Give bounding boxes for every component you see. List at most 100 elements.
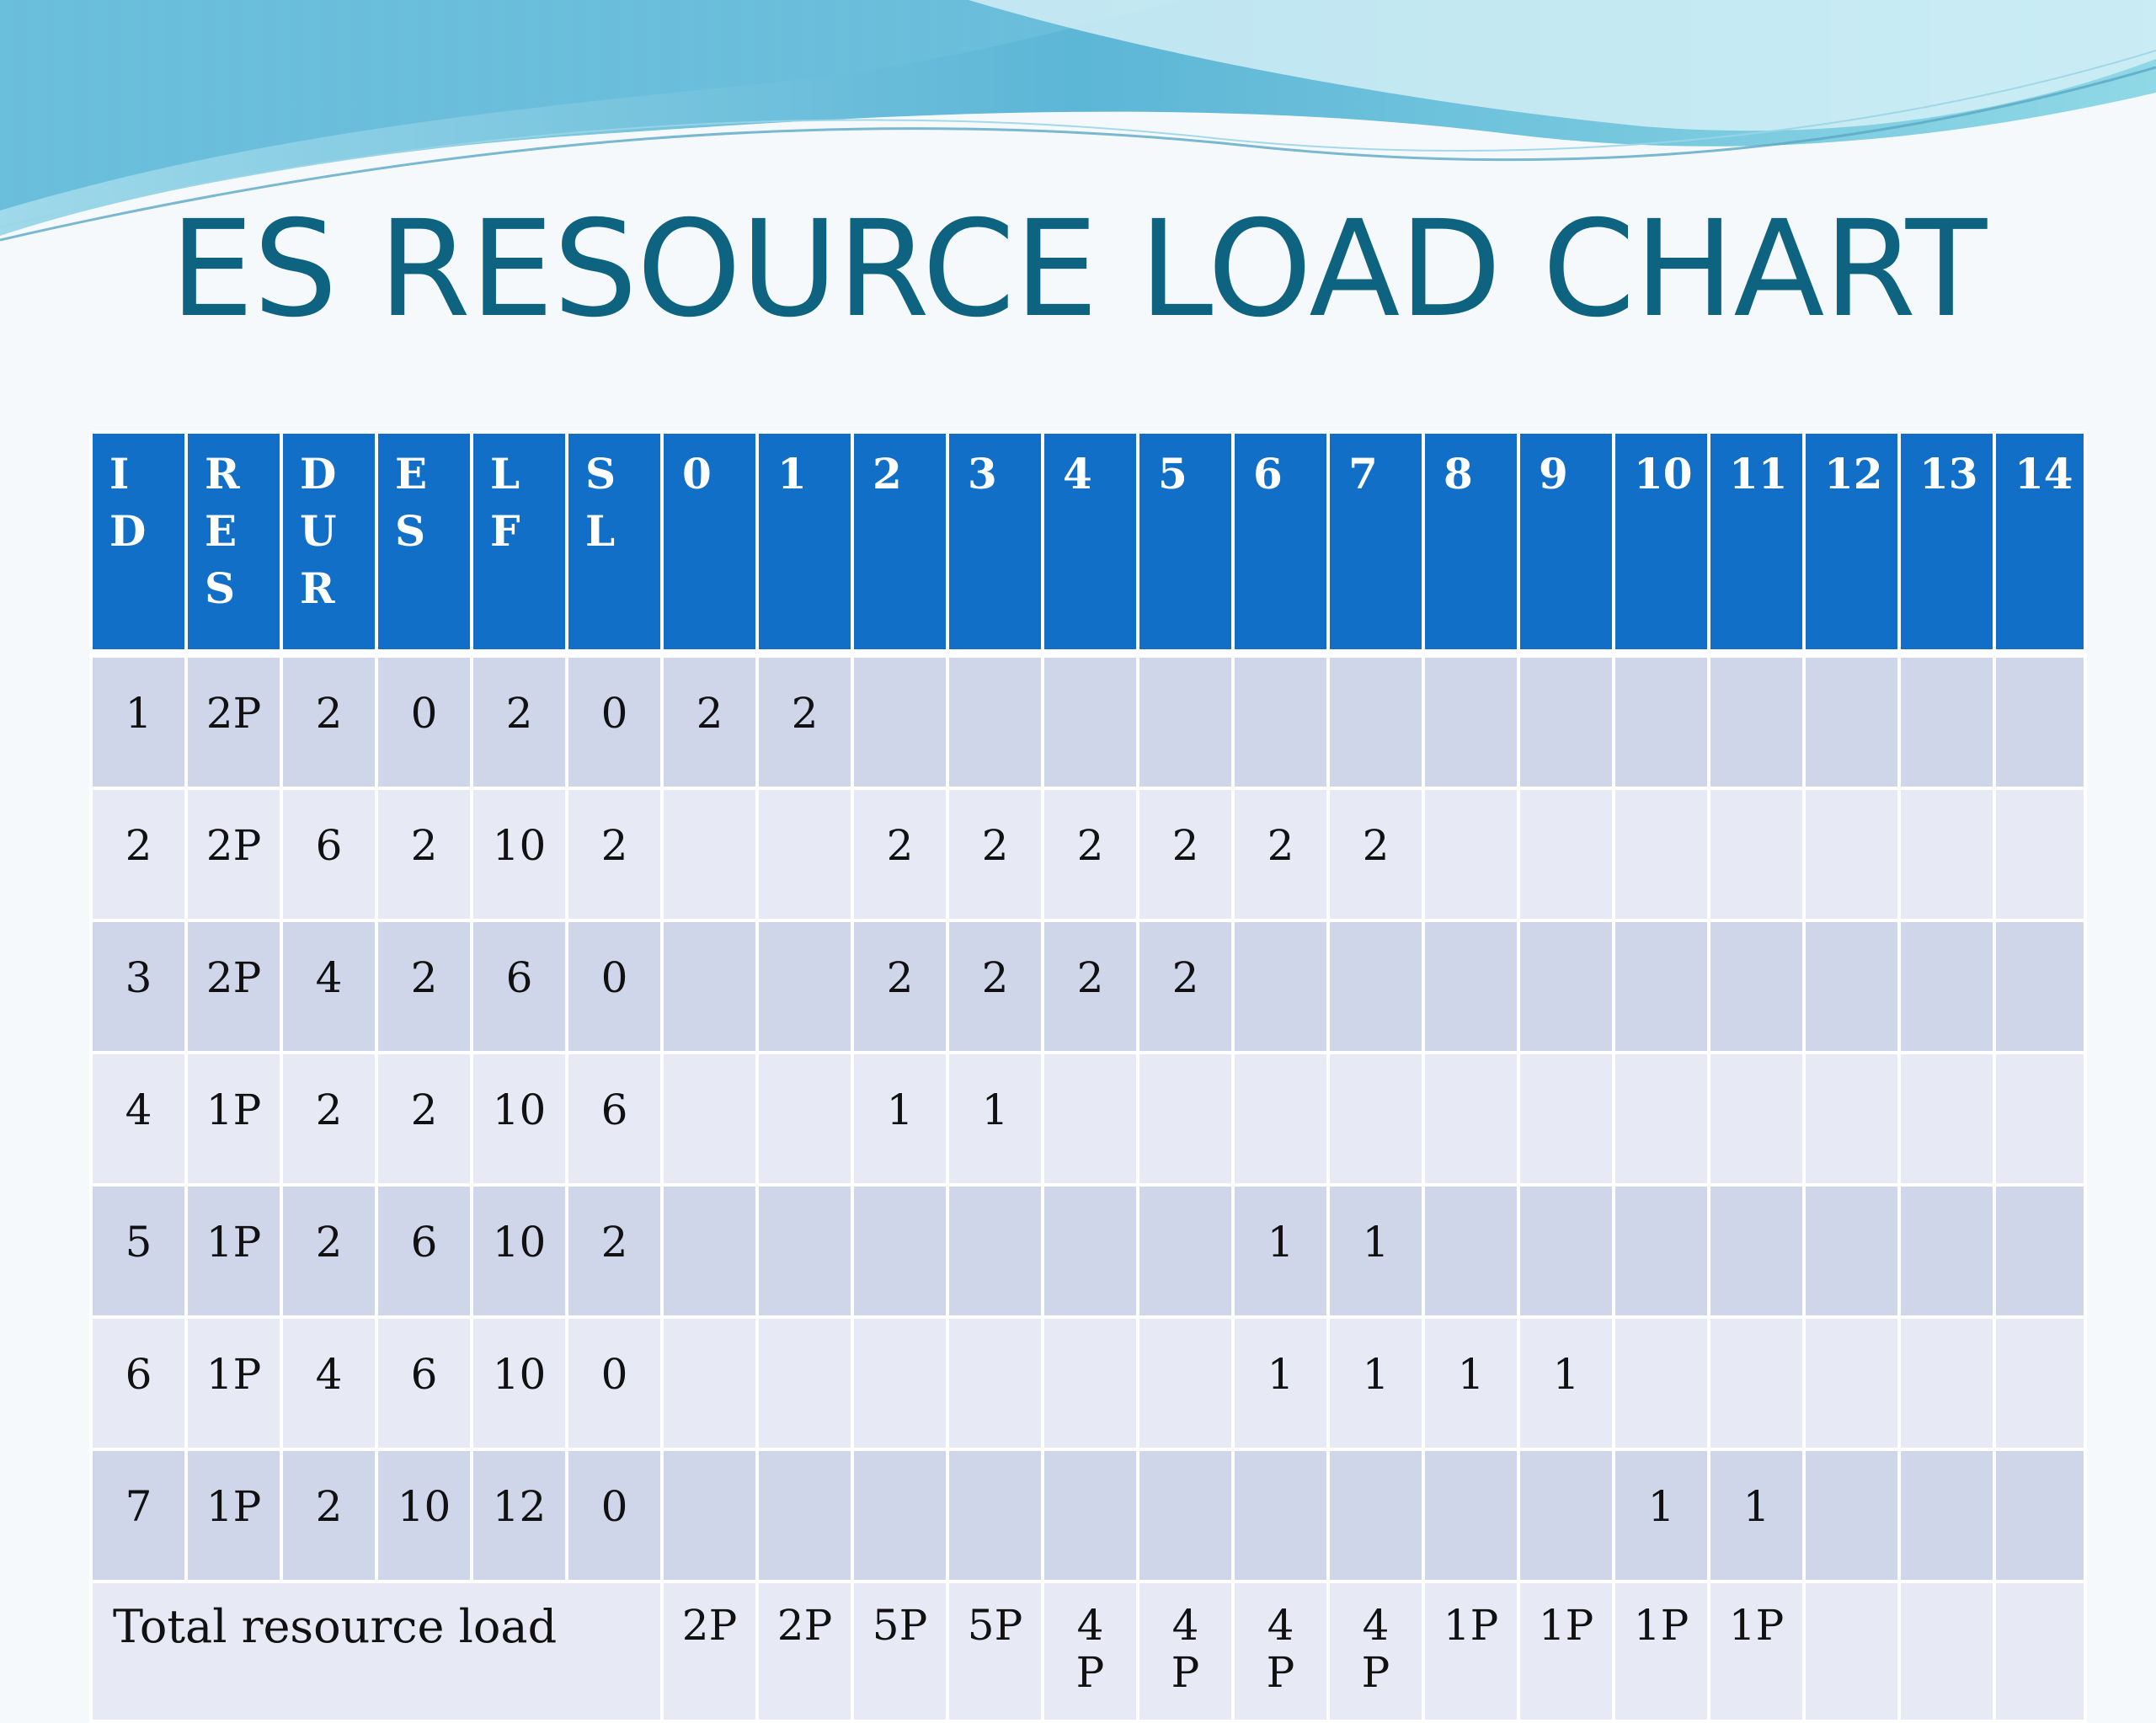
cell-load bbox=[755, 1448, 854, 1583]
column-header-time-1: 1 bbox=[755, 430, 854, 658]
cell-es: 6 bbox=[375, 1315, 473, 1451]
cell-load bbox=[1897, 1448, 1996, 1583]
column-header-letter: E bbox=[205, 506, 237, 556]
cell-lf: 12 bbox=[470, 1448, 568, 1583]
column-header-time-11: 11 bbox=[1707, 430, 1806, 658]
cell-load bbox=[660, 919, 759, 1054]
table-row: 7 1P 2 10 12 0 1 1 bbox=[89, 1448, 2087, 1583]
cell-load bbox=[1802, 787, 1901, 922]
cell-sl: 6 bbox=[565, 1051, 664, 1187]
cell-load bbox=[755, 919, 854, 1054]
cell-load bbox=[1612, 787, 1710, 922]
cell-load bbox=[755, 1315, 854, 1451]
cell-load bbox=[1897, 1315, 1996, 1451]
total-load-text: 4 bbox=[1171, 1601, 1199, 1650]
cell-total-load: 1P bbox=[1517, 1580, 1615, 1723]
cell-lf: 2 bbox=[470, 652, 568, 790]
cell-load bbox=[755, 1183, 854, 1319]
cell-id: 2 bbox=[89, 787, 188, 922]
cell-sl: 0 bbox=[565, 1448, 664, 1583]
table-row: 4 1P 2 2 10 6 1 1 bbox=[89, 1051, 2087, 1187]
cell-dur: 2 bbox=[280, 1051, 378, 1187]
cell-load bbox=[1041, 1448, 1139, 1583]
column-header-time-10: 10 bbox=[1612, 430, 1710, 658]
cell-load bbox=[1707, 1315, 1806, 1451]
cell-load: 2 bbox=[946, 919, 1044, 1054]
cell-es: 2 bbox=[375, 1051, 473, 1187]
cell-res: 2P bbox=[184, 787, 283, 922]
cell-load bbox=[1802, 1315, 1901, 1451]
cell-load bbox=[1612, 919, 1710, 1054]
cell-dur: 4 bbox=[280, 1315, 378, 1451]
page-title: ES RESOURCE LOAD CHART bbox=[169, 192, 1988, 347]
cell-total-load: 1P bbox=[1612, 1580, 1710, 1723]
cell-load bbox=[1422, 1448, 1520, 1583]
cell-load bbox=[1041, 652, 1139, 790]
cell-load: 1 bbox=[946, 1051, 1044, 1187]
cell-load bbox=[1707, 1183, 1806, 1319]
resource-load-table: I D R E S D U R E S L F S L 0 1 2 3 4 5 6 7 8 9 10 11 12 13 14 1 2P 2 0… bbox=[89, 430, 2087, 1723]
cell-load bbox=[1517, 1183, 1615, 1319]
cell-load bbox=[1136, 1448, 1235, 1583]
total-load-text: 4 bbox=[1267, 1601, 1294, 1650]
table-row: 3 2P 4 2 6 0 2 2 2 2 bbox=[89, 919, 2087, 1054]
cell-load: 2 bbox=[755, 652, 854, 790]
cell-load: 1 bbox=[851, 1051, 949, 1187]
cell-sl: 0 bbox=[565, 1315, 664, 1451]
cell-dur: 2 bbox=[280, 1448, 378, 1583]
cell-id: 5 bbox=[89, 1183, 188, 1319]
column-header-letter: D bbox=[300, 449, 337, 499]
column-header-time-13: 13 bbox=[1897, 430, 1996, 658]
cell-load: 2 bbox=[1326, 787, 1425, 922]
cell-load bbox=[1517, 1448, 1615, 1583]
cell-load bbox=[1612, 1183, 1710, 1319]
column-header-letter: I bbox=[109, 449, 130, 499]
cell-load bbox=[1326, 652, 1425, 790]
cell-total-load: 2P bbox=[660, 1580, 759, 1723]
table-header-row: I D R E S D U R E S L F S L 0 1 2 3 4 5 6 7 8 9 10 11 12 13 14 bbox=[89, 430, 2087, 658]
cell-lf: 10 bbox=[470, 1051, 568, 1187]
column-header-letter: L bbox=[490, 449, 520, 499]
cell-load bbox=[1993, 652, 2087, 790]
cell-dur: 6 bbox=[280, 787, 378, 922]
cell-load bbox=[1802, 1183, 1901, 1319]
table-row: 6 1P 4 6 10 0 1 1 1 1 bbox=[89, 1315, 2087, 1451]
column-header-time-0: 0 bbox=[660, 430, 759, 658]
cell-load bbox=[1231, 652, 1330, 790]
cell-load: 2 bbox=[851, 787, 949, 922]
total-load-text: 1P bbox=[1443, 1601, 1499, 1650]
cell-load bbox=[1326, 1448, 1425, 1583]
cell-load bbox=[1517, 1051, 1615, 1187]
cell-load: 2 bbox=[1136, 919, 1235, 1054]
cell-load bbox=[1136, 652, 1235, 790]
cell-load bbox=[660, 787, 759, 922]
cell-total-load: 2P bbox=[755, 1580, 854, 1723]
cell-es: 6 bbox=[375, 1183, 473, 1319]
cell-lf: 10 bbox=[470, 1315, 568, 1451]
cell-res: 2P bbox=[184, 652, 283, 790]
total-load-text: P bbox=[1075, 1648, 1105, 1697]
cell-load bbox=[1041, 1183, 1139, 1319]
cell-id: 1 bbox=[89, 652, 188, 790]
cell-load bbox=[1422, 652, 1520, 790]
cell-load bbox=[1802, 919, 1901, 1054]
cell-load bbox=[1422, 787, 1520, 922]
cell-res: 1P bbox=[184, 1051, 283, 1187]
cell-load: 2 bbox=[851, 919, 949, 1054]
total-row: Total resource load 2P 2P 5P 5P 4 P 4 P 4 P 4 P 1P 1P 1… bbox=[89, 1580, 2087, 1723]
cell-load bbox=[1707, 1051, 1806, 1187]
cell-load bbox=[755, 787, 854, 922]
cell-total-load: 5P bbox=[946, 1580, 1044, 1723]
cell-load: 1 bbox=[1326, 1183, 1425, 1319]
cell-id: 7 bbox=[89, 1448, 188, 1583]
cell-load bbox=[660, 1051, 759, 1187]
cell-load bbox=[1612, 1051, 1710, 1187]
cell-lf: 10 bbox=[470, 1183, 568, 1319]
cell-load bbox=[660, 1183, 759, 1319]
cell-res: 1P bbox=[184, 1315, 283, 1451]
